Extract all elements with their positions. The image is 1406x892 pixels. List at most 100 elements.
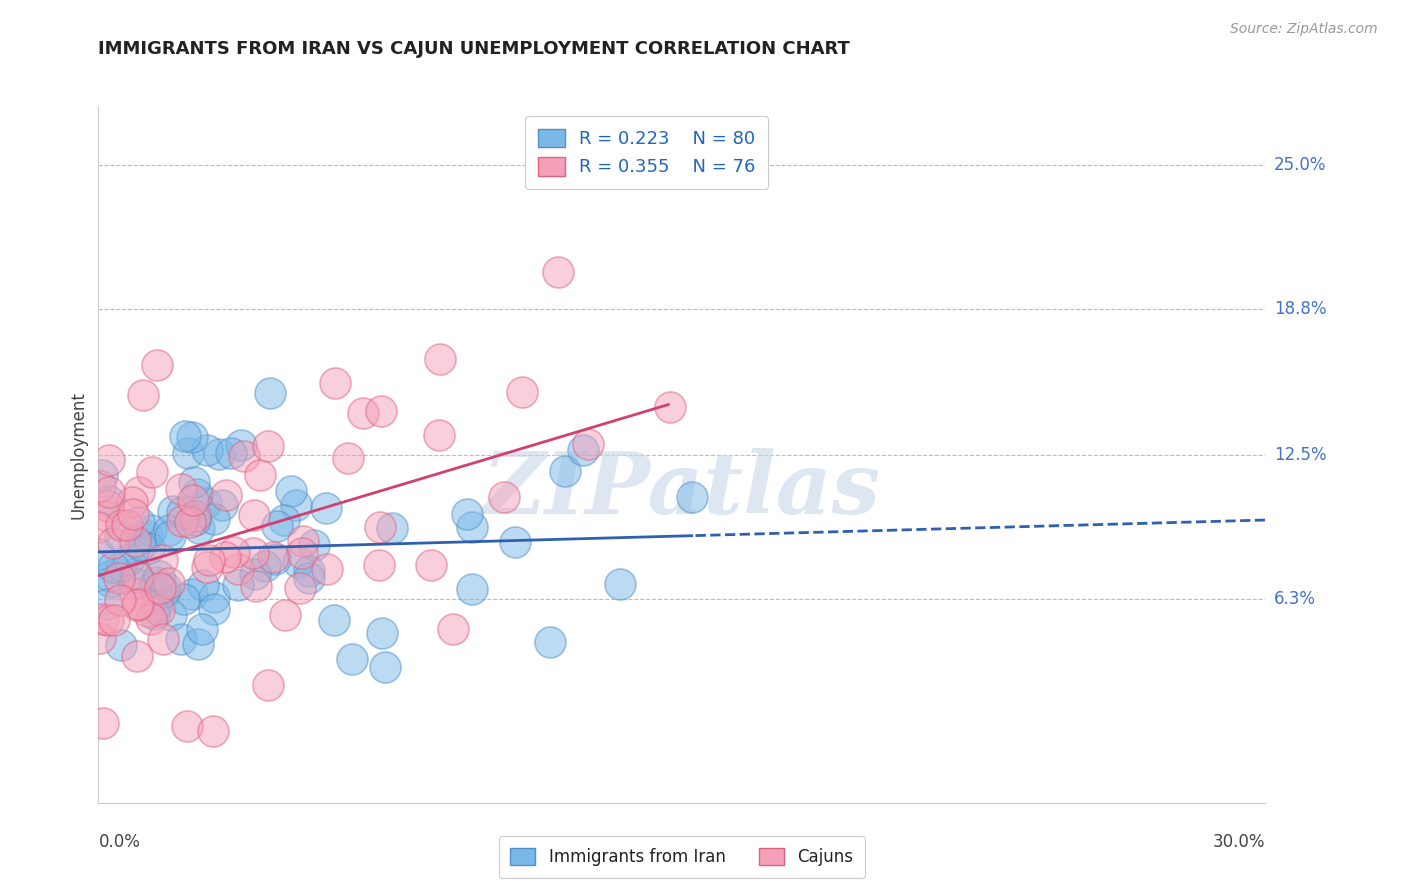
Point [117,518,139,533]
Point [143,607,166,621]
Point [264,551,287,566]
Point [259,385,281,400]
Point [195,495,218,509]
Point [110,559,132,574]
Point [609,577,631,591]
Point [202,602,225,616]
Point [323,613,346,627]
Point [118,551,141,566]
Point [170,632,193,646]
Point [179,515,201,529]
Point [148,603,170,617]
Text: 18.8%: 18.8% [1274,300,1326,318]
Point [162,504,184,518]
Point [503,535,526,549]
Point [91,716,114,731]
Point [87,520,110,534]
Point [141,466,163,480]
Point [202,511,225,525]
Point [160,607,183,622]
Point [173,591,195,606]
Text: 25.0%: 25.0% [1274,156,1326,174]
Text: IMMIGRANTS FROM IRAN VS CAJUN UNEMPLOYMENT CORRELATION CHART: IMMIGRANTS FROM IRAN VS CAJUN UNEMPLOYME… [98,40,851,58]
Point [285,498,308,512]
Point [242,508,264,522]
Point [340,651,363,665]
Point [176,718,198,732]
Point [368,519,391,533]
Point [97,500,120,514]
Point [226,577,249,591]
Point [188,521,211,535]
Point [370,625,392,640]
Point [149,581,172,595]
Point [110,529,132,543]
Point [429,352,451,367]
Point [288,581,311,595]
Point [98,494,121,508]
Point [157,576,180,591]
Point [138,541,160,555]
Point [153,584,176,599]
Point [658,400,681,414]
Point [460,520,482,534]
Point [122,575,145,590]
Point [547,264,569,278]
Point [129,538,152,552]
Point [128,485,150,500]
Y-axis label: Unemployment: Unemployment [69,391,87,519]
Point [195,560,218,574]
Point [232,449,254,463]
Point [127,597,149,611]
Point [97,453,120,467]
Point [184,513,207,527]
Point [304,539,326,553]
Point [169,482,191,496]
Point [576,437,599,451]
Point [242,545,264,559]
Point [146,589,169,603]
Point [170,514,193,528]
Point [96,597,118,611]
Point [214,549,236,564]
Point [187,637,209,651]
Point [315,562,337,576]
Point [150,553,173,567]
Text: Source: ZipAtlas.com: Source: ZipAtlas.com [1230,22,1378,37]
Point [125,598,148,612]
Point [101,536,124,550]
Point [554,464,576,478]
Point [222,545,245,559]
Point [323,376,346,390]
Point [571,442,593,457]
Point [367,558,389,572]
Point [195,443,218,458]
Point [89,631,111,645]
Point [87,547,110,561]
Point [292,534,315,549]
Text: 12.5%: 12.5% [1274,446,1326,464]
Point [254,559,277,574]
Point [352,406,374,420]
Point [135,604,157,618]
Point [198,553,221,567]
Point [174,429,197,443]
Point [148,568,170,582]
Point [420,558,443,573]
Point [110,638,132,652]
Point [89,479,111,493]
Point [249,467,271,482]
Point [441,623,464,637]
Point [298,571,321,585]
Point [183,475,205,489]
Point [97,613,120,627]
Point [266,519,288,533]
Point [315,500,337,515]
Point [108,592,131,607]
Text: 30.0%: 30.0% [1213,833,1265,851]
Point [131,388,153,402]
Point [219,446,242,460]
Point [298,565,321,579]
Point [492,490,515,504]
Point [145,599,167,613]
